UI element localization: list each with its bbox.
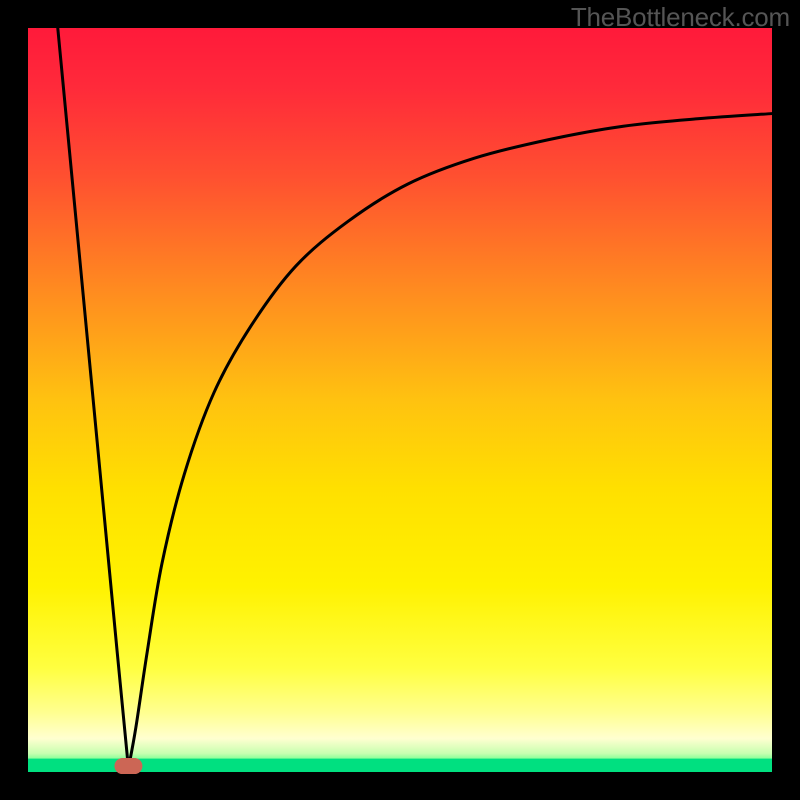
chart-container: TheBottleneck.com [0, 0, 800, 800]
gradient-background [28, 28, 772, 772]
outer-border [0, 0, 800, 800]
chart-svg [0, 0, 800, 800]
dip-marker [114, 758, 142, 774]
watermark-text: TheBottleneck.com [571, 2, 790, 33]
